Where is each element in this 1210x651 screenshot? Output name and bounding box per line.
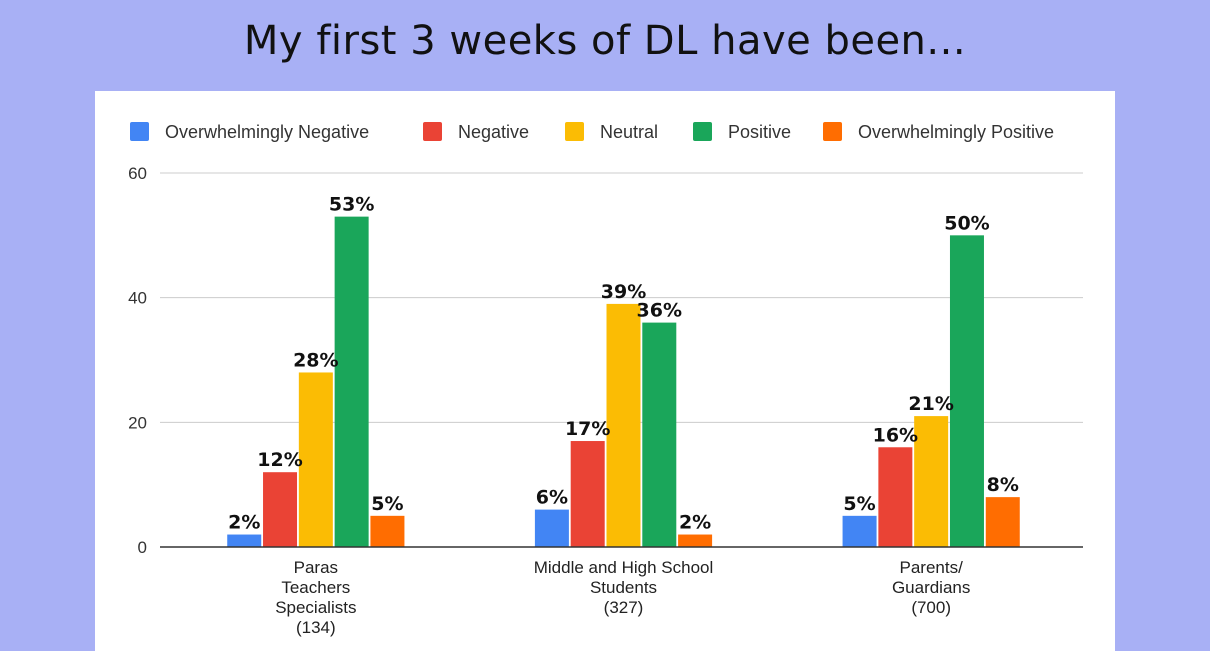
x-category-label: Middle and High School [534,558,714,577]
chart-card: Overwhelmingly Negative Negative Neutral Po… [95,91,1115,651]
chart-legend: Overwhelmingly Negative Negative Neutral Po… [130,122,1054,142]
bar [842,515,877,547]
legend-label: Neutral [600,122,658,142]
x-category-label: Parents/ [900,558,964,577]
x-category-label: Paras [294,558,338,577]
data-label: 17% [565,418,610,440]
x-category-label: Specialists [275,598,356,617]
y-tick-label: 0 [138,538,147,557]
bar [914,416,949,547]
x-category-label: Guardians [892,578,970,597]
data-label: 8% [987,474,1019,496]
data-label: 12% [257,449,302,471]
legend-swatch [130,122,149,141]
bar [570,441,605,547]
bar [334,216,369,547]
chart-bars [227,216,1020,548]
y-tick-label: 60 [128,164,147,183]
data-label: 50% [944,212,989,234]
y-tick-label: 40 [128,289,147,308]
y-tick-label: 20 [128,413,147,432]
data-label: 39% [601,281,646,303]
x-category-label: Teachers [281,578,350,597]
bar [298,372,333,547]
data-label: 21% [908,393,953,415]
bar [227,534,262,547]
data-label: 2% [228,512,260,534]
data-label: 16% [873,424,918,446]
bar [370,515,405,547]
x-category-label: (327) [604,598,644,617]
bar [642,322,677,547]
data-label: 5% [843,493,875,515]
legend-swatch [423,122,442,141]
slide-title: My first 3 weeks of DL have been... [243,18,967,64]
data-label: 5% [371,493,403,515]
legend-label: Overwhelmingly Positive [858,122,1054,142]
data-label: 2% [679,512,711,534]
data-label: 6% [536,487,568,509]
bar-chart: Overwhelmingly Negative Negative Neutral Po… [128,122,1083,637]
legend-swatch [565,122,584,141]
legend-label: Positive [728,122,791,142]
bar [678,534,713,547]
bar [878,447,913,547]
legend-swatch [693,122,712,141]
legend-swatch [823,122,842,141]
data-label: 53% [329,194,374,216]
bar [985,497,1020,547]
x-category-label: Students [590,578,657,597]
bar [949,235,984,548]
x-category-label: (700) [911,598,951,617]
legend-label: Negative [458,122,529,142]
x-category-label: (134) [296,618,336,637]
bar [606,303,641,547]
legend-label: Overwhelmingly Negative [165,122,369,142]
bar [263,472,298,547]
bar [534,509,569,547]
data-label: 28% [293,349,338,371]
chart-data-labels: 2% 12% 28% 53% 5% 6% 17% 39%36% 2% 5% 16% 21% 50% 8% [228,194,1019,534]
data-label: 36% [637,300,682,322]
